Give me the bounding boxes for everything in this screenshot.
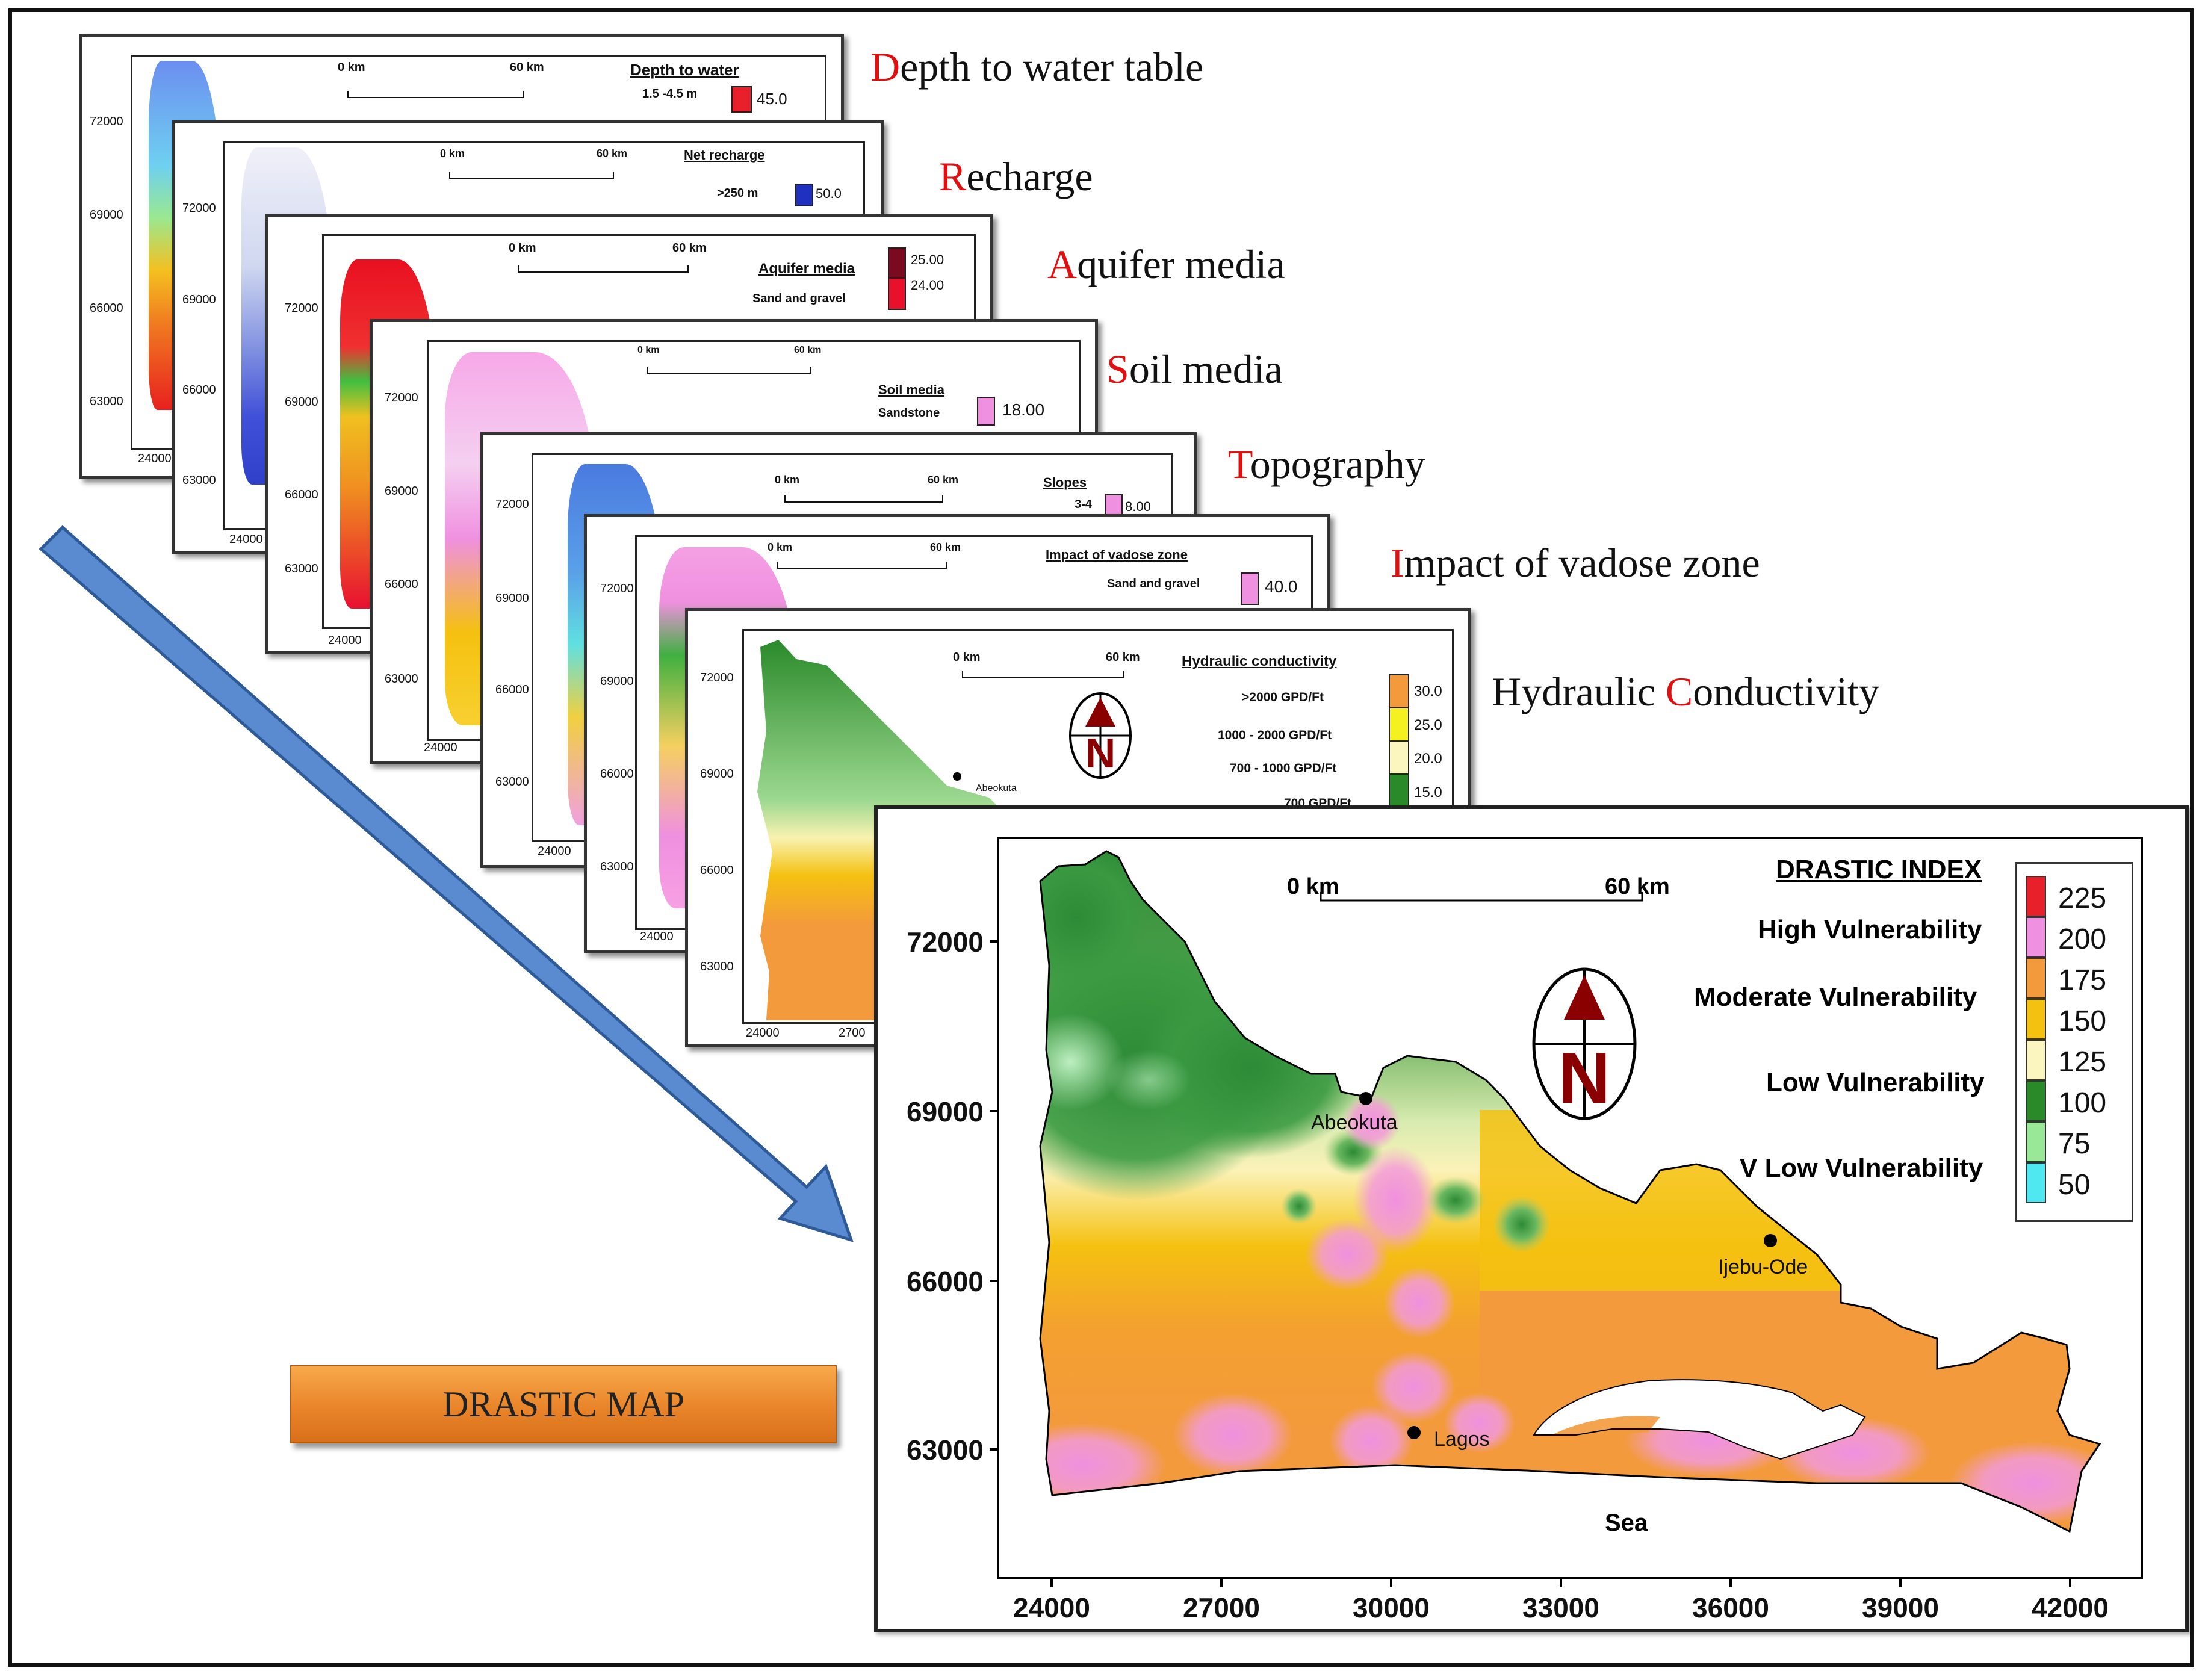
legend-swatch <box>2026 1121 2046 1162</box>
sheet-abeokuta-dot <box>953 772 961 781</box>
layer-label-recharge: Recharge <box>939 153 1093 199</box>
drastic-map-panel: N 72000 69000 66000 63000 24000 27000 30… <box>874 805 2189 1632</box>
legend-value: 75 <box>2058 1128 2091 1160</box>
layer-label-topography: Topography <box>1228 441 1425 487</box>
legend-swatch <box>2026 1080 2046 1121</box>
legend-value: 100 <box>2058 1087 2107 1119</box>
abeokuta-dot <box>1359 1092 1372 1105</box>
legend-swatch <box>2026 958 2046 999</box>
layer-label-vadose: Impact of vadose zone <box>1391 540 1760 586</box>
layer-label-soil: Soil media <box>1106 346 1283 392</box>
drastic-map-button: DRASTIC MAP <box>290 1365 837 1443</box>
legend-swatch <box>2026 999 2046 1040</box>
legend-swatch <box>2026 1162 2046 1203</box>
legend-value: 225 <box>2058 882 2107 914</box>
sheet-north-arrow: N <box>1067 690 1133 781</box>
legend-swatch <box>2026 917 2046 958</box>
legend-swatch <box>2026 1040 2046 1080</box>
layer-label-aquifer: Aquifer media <box>1047 241 1285 287</box>
legend-value: 200 <box>2058 923 2107 955</box>
legend-swatch <box>2026 876 2046 917</box>
svg-text:N: N <box>1085 730 1116 776</box>
svg-text:N: N <box>1558 1038 1611 1118</box>
legend-value: 125 <box>2058 1046 2107 1078</box>
layer-label-depth: Depth to water table <box>870 44 1204 90</box>
legend-value: 50 <box>2058 1169 2091 1201</box>
lagos-dot <box>1407 1426 1421 1439</box>
north-arrow: N <box>1532 967 1637 1120</box>
drastic-index-map: N <box>990 837 2143 1587</box>
legend-value: 175 <box>2058 964 2107 996</box>
figure-frame <box>8 8 2194 1667</box>
legend-value: 150 <box>2058 1005 2107 1037</box>
legend-box: 225 200 175 150 125 100 75 50 <box>2015 862 2133 1222</box>
layer-label-hydraulic: Hydraulic Conductivity <box>1492 669 1880 714</box>
ijebu-ode-dot <box>1764 1234 1777 1247</box>
